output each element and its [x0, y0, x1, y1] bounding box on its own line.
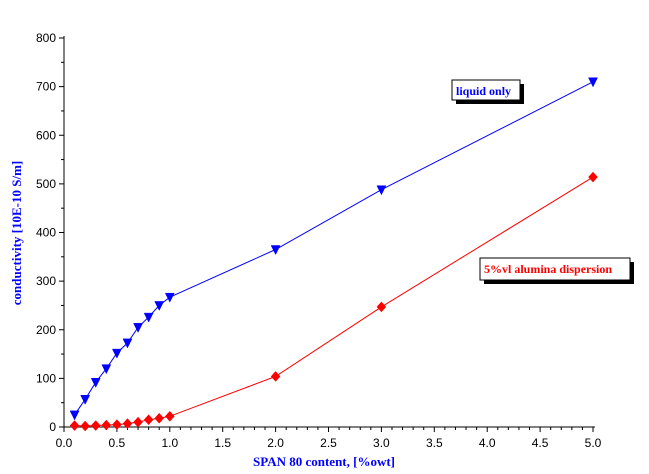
legend-box-liquid-only: liquid only [451, 79, 524, 104]
series-line [74, 81, 594, 416]
x-tick-label: 3.5 [426, 436, 443, 450]
data-point [101, 419, 112, 431]
series-line [74, 176, 594, 427]
data-point [69, 420, 80, 431]
x-tick-label: 2.5 [320, 436, 337, 450]
legend-box-alumina: 5%vl alumina dispersion [479, 257, 634, 284]
x-tick-label: 1.5 [214, 436, 231, 450]
series-liquid-only [69, 77, 598, 421]
y-tick-label: 700 [36, 80, 56, 94]
y-tick-label: 200 [36, 323, 56, 337]
series-alumina-dispersion [69, 171, 598, 432]
data-point [133, 323, 143, 333]
data-point [588, 77, 598, 88]
x-tick-label: 4.0 [479, 436, 496, 450]
y-tick-label: 500 [36, 177, 56, 191]
data-point [80, 395, 91, 405]
legend-label-liquid-only: liquid only [456, 84, 511, 98]
data-point [154, 412, 165, 424]
data-point [143, 414, 154, 426]
x-tick-label: 0.0 [56, 436, 73, 450]
data-point [270, 245, 281, 256]
y-tick-label: 100 [36, 371, 56, 385]
data-point [90, 378, 101, 388]
data-point [133, 416, 143, 428]
data-point [164, 292, 175, 303]
data-point [90, 420, 101, 431]
y-tick-label: 300 [36, 274, 56, 288]
x-tick-label: 4.5 [532, 436, 549, 450]
y-tick-label: 0 [49, 420, 56, 434]
x-tick-label: 3.0 [373, 436, 390, 450]
series-layer [69, 77, 598, 432]
data-point [122, 418, 133, 429]
x-axis-title: SPAN 80 content, [%owt] [253, 454, 395, 469]
data-point [80, 420, 90, 432]
data-point [164, 410, 175, 422]
data-point [376, 301, 387, 313]
x-tick-label: 2.0 [267, 436, 284, 450]
y-tick-label: 800 [36, 31, 56, 45]
axes: 0 100 200 300 400 500 600 700 800 0.0 0.5 1.0 1.5 2.0… [36, 31, 602, 450]
x-tick-label: 0.5 [109, 436, 126, 450]
data-point [588, 171, 598, 183]
legend-label-alumina: 5%vl alumina dispersion [484, 262, 612, 276]
y-tick-label: 600 [36, 128, 56, 142]
data-point [112, 419, 122, 430]
data-point [143, 312, 154, 323]
data-point [101, 364, 112, 375]
data-point [270, 371, 281, 382]
y-tick-label: 400 [36, 226, 56, 240]
x-tick-label: 1.0 [161, 436, 178, 450]
data-point [69, 410, 80, 421]
data-point [376, 185, 387, 196]
data-point [154, 301, 165, 311]
data-point [122, 338, 133, 349]
data-point [111, 348, 122, 359]
x-tick-label: 5.0 [585, 436, 602, 450]
y-axis-title: conductivity [10E-10 S/m] [9, 161, 24, 305]
